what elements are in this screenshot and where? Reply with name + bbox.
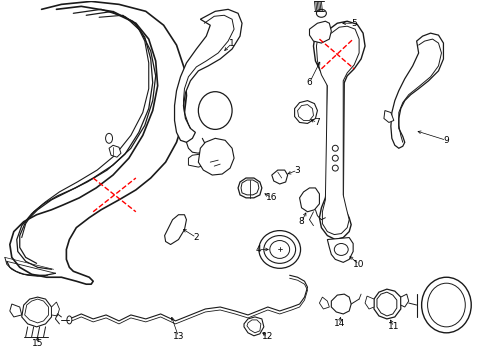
- Ellipse shape: [264, 235, 295, 264]
- Text: 8: 8: [298, 217, 304, 226]
- Ellipse shape: [258, 231, 300, 268]
- Ellipse shape: [316, 9, 325, 17]
- Polygon shape: [299, 188, 319, 212]
- Polygon shape: [174, 9, 242, 142]
- Polygon shape: [238, 178, 262, 198]
- Polygon shape: [246, 320, 260, 333]
- Ellipse shape: [332, 155, 338, 161]
- Ellipse shape: [105, 133, 112, 143]
- Ellipse shape: [269, 240, 289, 258]
- Ellipse shape: [427, 283, 464, 327]
- Text: 10: 10: [353, 260, 364, 269]
- Text: 2: 2: [193, 233, 199, 242]
- Text: 4: 4: [255, 245, 260, 254]
- Polygon shape: [271, 170, 287, 184]
- Ellipse shape: [334, 243, 347, 255]
- Polygon shape: [400, 294, 408, 307]
- Polygon shape: [21, 297, 51, 327]
- Polygon shape: [316, 26, 358, 235]
- Polygon shape: [10, 304, 21, 317]
- Polygon shape: [313, 21, 365, 239]
- Polygon shape: [390, 33, 443, 148]
- Polygon shape: [297, 105, 313, 121]
- Text: 14: 14: [333, 319, 344, 328]
- Text: 5: 5: [350, 19, 356, 28]
- Polygon shape: [244, 317, 264, 336]
- Ellipse shape: [67, 316, 72, 324]
- Polygon shape: [365, 296, 373, 309]
- Polygon shape: [25, 299, 48, 323]
- Polygon shape: [109, 145, 121, 157]
- Polygon shape: [373, 289, 400, 319]
- Polygon shape: [294, 100, 317, 123]
- Text: 7: 7: [314, 118, 320, 127]
- Polygon shape: [376, 292, 396, 316]
- Polygon shape: [331, 294, 350, 314]
- Polygon shape: [188, 154, 207, 167]
- Text: 6: 6: [306, 78, 312, 87]
- Ellipse shape: [332, 165, 338, 171]
- Polygon shape: [164, 215, 186, 244]
- Polygon shape: [241, 180, 258, 195]
- Polygon shape: [51, 302, 60, 316]
- Text: 1: 1: [229, 39, 235, 48]
- Polygon shape: [309, 21, 331, 43]
- Polygon shape: [319, 297, 328, 309]
- Ellipse shape: [421, 277, 470, 333]
- Text: 15: 15: [32, 339, 43, 348]
- Text: 11: 11: [387, 322, 399, 331]
- Polygon shape: [198, 138, 234, 175]
- Text: 9: 9: [443, 136, 448, 145]
- Text: 16: 16: [265, 193, 277, 202]
- Ellipse shape: [332, 145, 338, 151]
- Polygon shape: [383, 111, 393, 122]
- Ellipse shape: [198, 92, 232, 129]
- Text: 13: 13: [172, 332, 184, 341]
- Text: 3: 3: [294, 166, 300, 175]
- Polygon shape: [326, 238, 352, 262]
- Text: 12: 12: [262, 332, 273, 341]
